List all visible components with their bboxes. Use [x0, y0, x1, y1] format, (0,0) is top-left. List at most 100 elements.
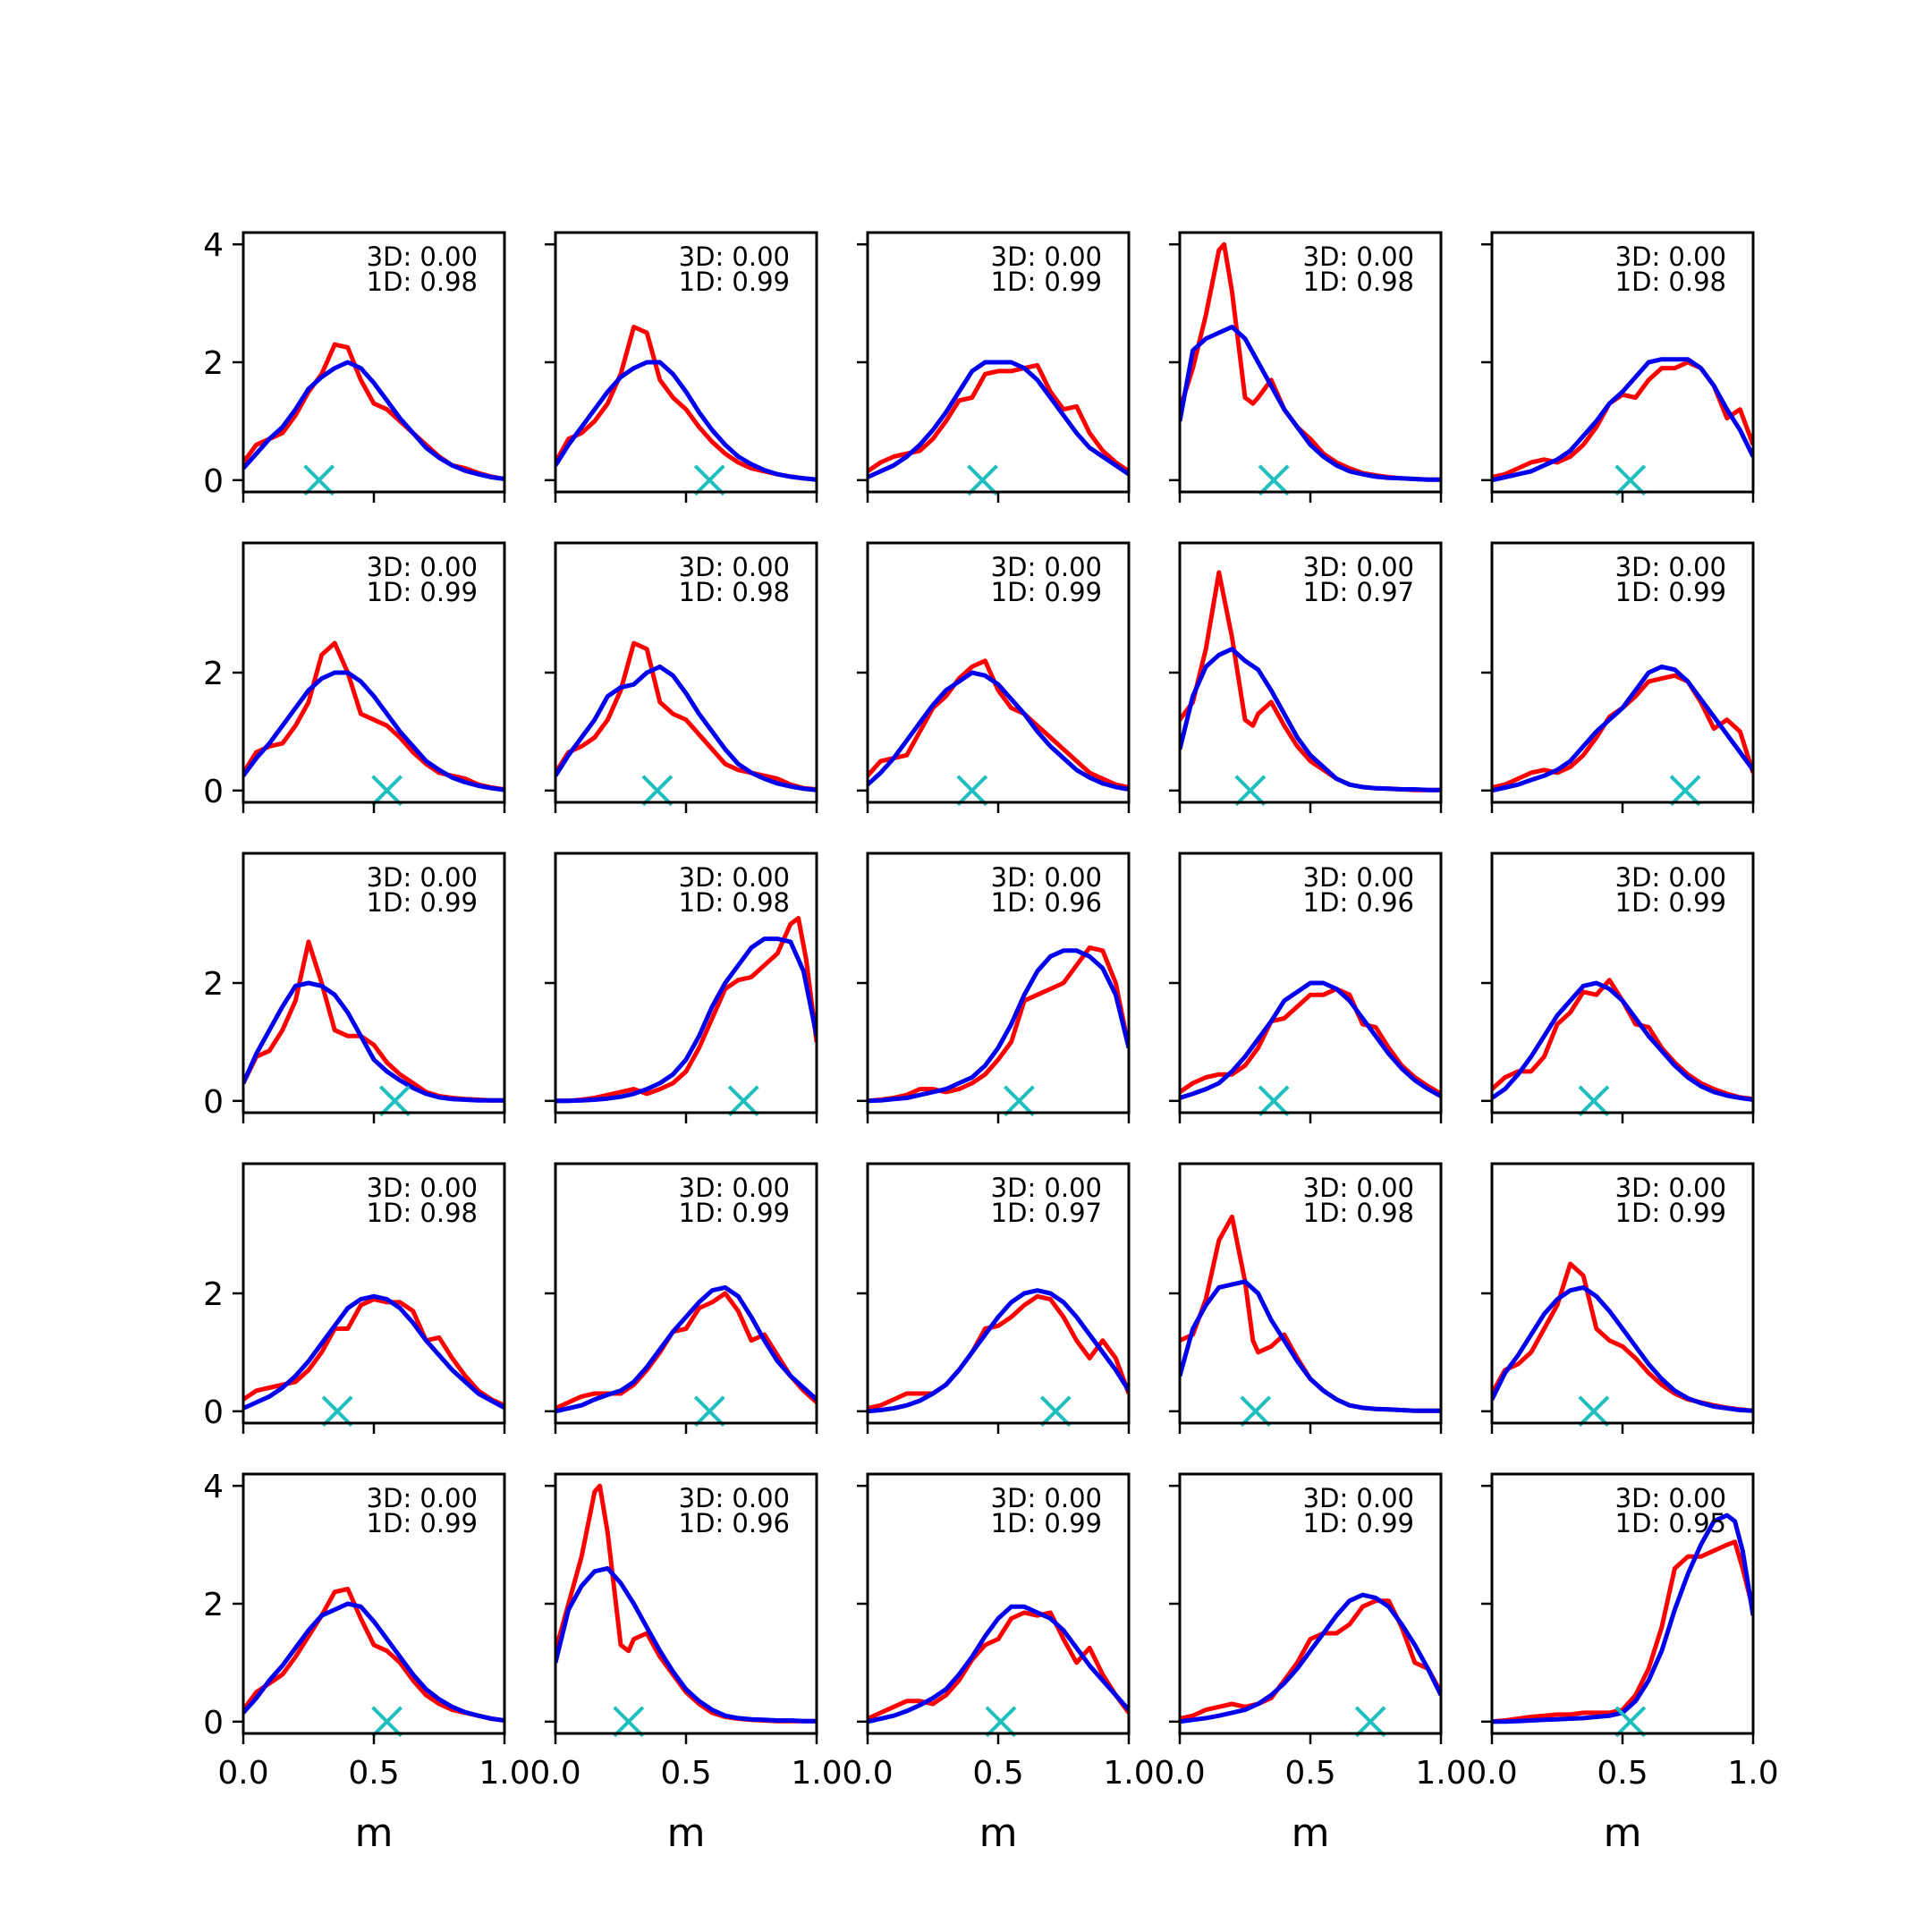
annotation-text: 1D: 0.98	[1615, 267, 1726, 297]
series-red-line	[1492, 673, 1753, 790]
x-marker	[378, 1085, 411, 1117]
x-tick-label: 1.0	[1727, 1755, 1778, 1792]
y-tick-label: 0	[203, 1394, 224, 1431]
x-tick-label: 1.0	[791, 1755, 842, 1792]
annotation-text: 3D: 0.00	[367, 242, 478, 272]
x-marker	[1669, 775, 1701, 807]
x-marker	[1039, 1395, 1072, 1428]
y-tick-label: 2	[203, 1276, 224, 1313]
series-blue-line	[1492, 357, 1753, 483]
series-blue-line	[243, 1601, 504, 1723]
x-marker	[967, 464, 998, 496]
annotation-text: 3D: 0.00	[1615, 862, 1726, 893]
series-blue-line	[243, 670, 504, 792]
annotation-text: 1D: 0.98	[1303, 1198, 1414, 1228]
x-tick-label: 0.5	[348, 1755, 399, 1792]
x-axis-label: m	[1292, 1810, 1330, 1856]
series-blue-line	[555, 1566, 817, 1724]
annotation-text: 1D: 0.96	[991, 887, 1102, 918]
series-red-line	[243, 1587, 504, 1723]
series-red-line	[868, 1610, 1129, 1721]
series-red-line	[243, 939, 504, 1103]
x-marker	[321, 1395, 353, 1428]
annotation-text: 3D: 0.00	[367, 1483, 478, 1513]
x-marker	[1614, 464, 1647, 496]
x-marker	[1234, 775, 1267, 807]
series-blue-line	[243, 360, 504, 481]
x-tick-label: 0.0	[217, 1755, 268, 1792]
annotation-text: 3D: 0.00	[1615, 242, 1726, 272]
x-axis-label: m	[979, 1810, 1018, 1856]
y-tick-label: 0	[203, 774, 224, 810]
annotation-text: 3D: 0.00	[679, 1483, 790, 1513]
annotation-text: 1D: 0.99	[1615, 887, 1726, 918]
annotation-text: 3D: 0.00	[679, 242, 790, 272]
annotation-text: 3D: 0.00	[991, 862, 1102, 893]
annotation-text: 1D: 0.99	[991, 267, 1102, 297]
x-marker	[1578, 1395, 1610, 1428]
x-tick-label: 0.0	[530, 1755, 580, 1792]
x-marker	[303, 464, 335, 496]
y-tick-label: 4	[203, 1469, 224, 1505]
annotation-text: 3D: 0.00	[991, 1173, 1102, 1203]
series-blue-line	[1180, 1279, 1441, 1413]
annotation-text: 3D: 0.00	[1615, 552, 1726, 582]
annotation-text: 3D: 0.00	[1303, 242, 1414, 272]
x-tick-label: 0.5	[972, 1755, 1023, 1792]
x-marker	[693, 464, 725, 496]
series-blue-line	[868, 1604, 1129, 1724]
series-blue-line	[555, 664, 817, 792]
series-red-line	[555, 916, 817, 1104]
x-axis-label: m	[355, 1810, 394, 1856]
annotation-text: 3D: 0.00	[367, 1173, 478, 1203]
annotation-text: 3D: 0.00	[679, 862, 790, 893]
y-tick-label: 2	[203, 345, 224, 382]
annotation-text: 1D: 0.98	[1303, 267, 1414, 297]
x-tick-label: 0.0	[1466, 1755, 1517, 1792]
annotation-text: 1D: 0.97	[991, 1198, 1102, 1228]
annotation-text: 1D: 0.99	[1303, 1508, 1414, 1538]
x-marker	[371, 775, 403, 807]
series-blue-line	[868, 948, 1129, 1104]
series-blue-line	[1180, 980, 1441, 1100]
x-marker	[641, 775, 674, 807]
x-tick-label: 0.5	[1597, 1755, 1648, 1792]
y-tick-label: 0	[203, 463, 224, 500]
annotation-text: 1D: 0.99	[991, 577, 1102, 607]
annotation-text: 1D: 0.98	[367, 1198, 478, 1228]
x-marker	[613, 1706, 645, 1738]
series-blue-line	[555, 1284, 817, 1414]
x-tick-label: 1.0	[479, 1755, 530, 1792]
series-red-line	[868, 1293, 1129, 1411]
series-red-line	[1180, 1598, 1441, 1721]
series-blue-line	[868, 670, 1129, 792]
annotation-text: 1D: 0.99	[1615, 1198, 1726, 1228]
x-axis-label: m	[667, 1810, 706, 1856]
annotation-text: 1D: 0.98	[679, 887, 790, 918]
annotation-text: 3D: 0.00	[1303, 552, 1414, 582]
series-red-line	[1180, 987, 1441, 1097]
x-tick-label: 1.0	[1103, 1755, 1154, 1792]
series-blue-line	[868, 1288, 1129, 1414]
y-tick-label: 4	[203, 227, 224, 264]
annotation-text: 1D: 0.99	[679, 1198, 790, 1228]
annotation-text: 1D: 0.96	[679, 1508, 790, 1538]
annotation-text: 3D: 0.00	[1303, 862, 1414, 893]
x-marker	[371, 1706, 403, 1738]
annotation-text: 3D: 0.00	[679, 1173, 790, 1203]
series-blue-line	[1180, 325, 1441, 482]
series-red-line	[1492, 1539, 1753, 1724]
x-marker	[1003, 1085, 1035, 1117]
